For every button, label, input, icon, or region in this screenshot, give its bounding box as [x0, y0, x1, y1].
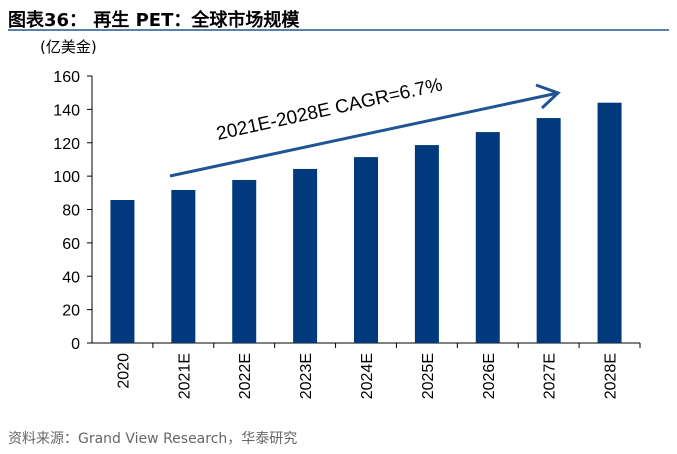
- y-tick-label: 120: [53, 136, 80, 153]
- x-tick-label: 2025E: [420, 353, 437, 399]
- x-tick-label: 2022E: [237, 353, 254, 399]
- y-tick-label: 160: [53, 69, 80, 86]
- arrow-head-icon: [535, 83, 561, 110]
- x-tick-label: 2024E: [359, 353, 376, 399]
- x-tick-label: 2026E: [481, 353, 498, 399]
- bar: [475, 132, 500, 343]
- cagr-annotation: 2021E-2028E CAGR=6.7%: [215, 74, 445, 144]
- bar: [110, 199, 135, 343]
- y-tick-label: 80: [62, 203, 80, 220]
- y-tick-label: 40: [62, 269, 80, 286]
- bar: [293, 168, 318, 343]
- bar: [232, 179, 257, 343]
- x-tick-label: 2023E: [298, 353, 315, 399]
- y-tick-label: 140: [53, 102, 80, 119]
- bar: [171, 189, 196, 343]
- figure-title: 图表36： 再生 PET：全球市场规模: [8, 10, 300, 31]
- bar: [354, 157, 378, 343]
- bar: [536, 118, 561, 344]
- y-tick-label: 0: [71, 336, 80, 353]
- x-tick-label: 2027E: [542, 353, 559, 399]
- y-tick-label: 100: [53, 169, 80, 186]
- cagr-arrow: [169, 91, 559, 178]
- y-axis-label: (亿美金): [40, 38, 97, 56]
- x-tick-label: 2020: [115, 353, 132, 389]
- bar: [414, 145, 439, 343]
- y-tick-label: 20: [62, 303, 80, 320]
- bar: [597, 102, 622, 343]
- x-tick-label: 2021E: [176, 353, 193, 399]
- source-note: 资料来源：Grand View Research，华泰研究: [8, 431, 298, 447]
- y-tick-label: 60: [62, 236, 80, 253]
- x-tick-label: 2028E: [603, 353, 620, 399]
- title-rule: [8, 29, 669, 31]
